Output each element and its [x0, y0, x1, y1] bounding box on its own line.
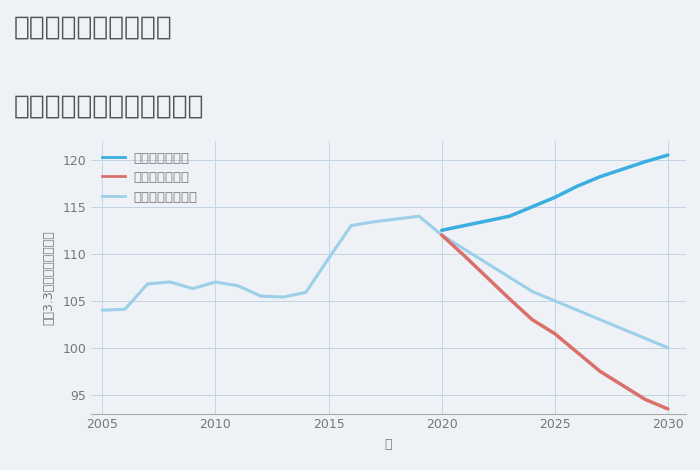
- ノーマルシナリオ: [573, 307, 582, 313]
- ノーマルシナリオ: [234, 283, 242, 289]
- バッドシナリオ: [460, 253, 468, 258]
- ノーマルシナリオ: [279, 294, 288, 300]
- バッドシナリオ: [596, 368, 604, 374]
- ノーマルシナリオ: [619, 326, 627, 332]
- ノーマルシナリオ: [347, 223, 356, 228]
- Legend: グッドシナリオ, バッドシナリオ, ノーマルシナリオ: グッドシナリオ, バッドシナリオ, ノーマルシナリオ: [97, 148, 201, 208]
- Text: 岐阜県関市辻井戸町の: 岐阜県関市辻井戸町の: [14, 14, 173, 40]
- バッドシナリオ: [619, 383, 627, 388]
- ノーマルシナリオ: [120, 306, 129, 312]
- ノーマルシナリオ: [370, 219, 378, 225]
- ノーマルシナリオ: [528, 289, 536, 294]
- ノーマルシナリオ: [505, 274, 514, 280]
- バッドシナリオ: [551, 331, 559, 337]
- グッドシナリオ: [596, 174, 604, 180]
- ノーマルシナリオ: [324, 256, 332, 261]
- ノーマルシナリオ: [460, 246, 468, 252]
- ノーマルシナリオ: [596, 317, 604, 322]
- Line: ノーマルシナリオ: ノーマルシナリオ: [102, 216, 668, 348]
- Text: 中古マンションの価格推移: 中古マンションの価格推移: [14, 94, 204, 120]
- バッドシナリオ: [528, 317, 536, 322]
- グッドシナリオ: [438, 227, 446, 233]
- Line: グッドシナリオ: グッドシナリオ: [442, 155, 668, 230]
- バッドシナリオ: [483, 274, 491, 280]
- ノーマルシナリオ: [211, 279, 220, 285]
- ノーマルシナリオ: [551, 298, 559, 304]
- ノーマルシナリオ: [415, 213, 424, 219]
- ノーマルシナリオ: [302, 290, 310, 295]
- ノーマルシナリオ: [641, 336, 650, 341]
- ノーマルシナリオ: [438, 232, 446, 238]
- グッドシナリオ: [528, 204, 536, 210]
- ノーマルシナリオ: [98, 307, 106, 313]
- バッドシナリオ: [664, 406, 672, 412]
- ノーマルシナリオ: [392, 216, 400, 222]
- ノーマルシナリオ: [483, 260, 491, 266]
- ノーマルシナリオ: [256, 293, 265, 299]
- バッドシナリオ: [573, 350, 582, 355]
- グッドシナリオ: [460, 223, 468, 228]
- Line: バッドシナリオ: バッドシナリオ: [442, 235, 668, 409]
- ノーマルシナリオ: [664, 345, 672, 351]
- グッドシナリオ: [619, 166, 627, 172]
- バッドシナリオ: [438, 232, 446, 238]
- Y-axis label: 坪（3.3㎡）単価（万円）: 坪（3.3㎡）単価（万円）: [42, 230, 55, 325]
- グッドシナリオ: [573, 183, 582, 189]
- グッドシナリオ: [483, 218, 491, 224]
- バッドシナリオ: [505, 296, 514, 302]
- ノーマルシナリオ: [188, 286, 197, 291]
- グッドシナリオ: [641, 159, 650, 164]
- グッドシナリオ: [664, 152, 672, 158]
- ノーマルシナリオ: [166, 279, 174, 285]
- ノーマルシナリオ: [144, 281, 152, 287]
- グッドシナリオ: [505, 213, 514, 219]
- X-axis label: 年: 年: [385, 439, 392, 451]
- バッドシナリオ: [641, 397, 650, 402]
- グッドシナリオ: [551, 195, 559, 200]
